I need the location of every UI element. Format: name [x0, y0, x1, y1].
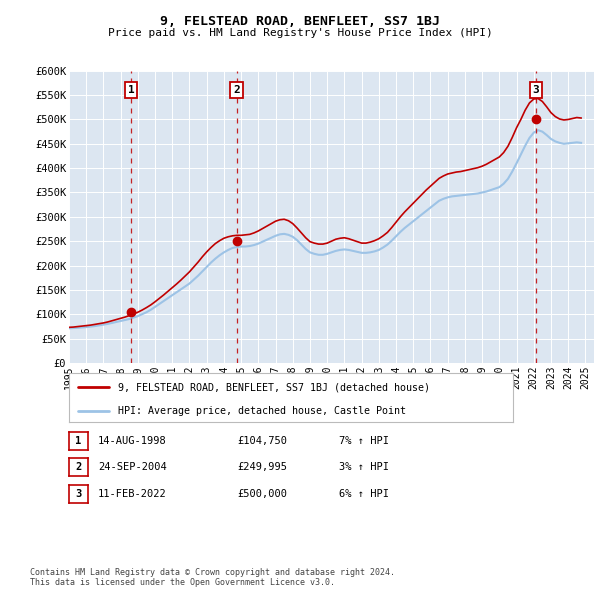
Text: 7% ↑ HPI: 7% ↑ HPI — [339, 436, 389, 445]
Text: 24-SEP-2004: 24-SEP-2004 — [98, 463, 167, 472]
Text: 3% ↑ HPI: 3% ↑ HPI — [339, 463, 389, 472]
Text: 11-FEB-2022: 11-FEB-2022 — [98, 489, 167, 499]
Text: 6% ↑ HPI: 6% ↑ HPI — [339, 489, 389, 499]
Text: £104,750: £104,750 — [237, 436, 287, 445]
Text: 3: 3 — [76, 489, 82, 499]
Text: 2: 2 — [76, 463, 82, 472]
Text: 14-AUG-1998: 14-AUG-1998 — [98, 436, 167, 445]
Text: £500,000: £500,000 — [237, 489, 287, 499]
Text: 1: 1 — [128, 85, 134, 95]
Text: 1: 1 — [76, 436, 82, 445]
Text: 9, FELSTEAD ROAD, BENFLEET, SS7 1BJ: 9, FELSTEAD ROAD, BENFLEET, SS7 1BJ — [160, 15, 440, 28]
Text: HPI: Average price, detached house, Castle Point: HPI: Average price, detached house, Cast… — [118, 406, 406, 416]
Text: 2: 2 — [233, 85, 240, 95]
Text: Contains HM Land Registry data © Crown copyright and database right 2024.
This d: Contains HM Land Registry data © Crown c… — [30, 568, 395, 587]
Text: Price paid vs. HM Land Registry's House Price Index (HPI): Price paid vs. HM Land Registry's House … — [107, 28, 493, 38]
Text: £249,995: £249,995 — [237, 463, 287, 472]
Text: 3: 3 — [532, 85, 539, 95]
Text: 9, FELSTEAD ROAD, BENFLEET, SS7 1BJ (detached house): 9, FELSTEAD ROAD, BENFLEET, SS7 1BJ (det… — [118, 382, 430, 392]
